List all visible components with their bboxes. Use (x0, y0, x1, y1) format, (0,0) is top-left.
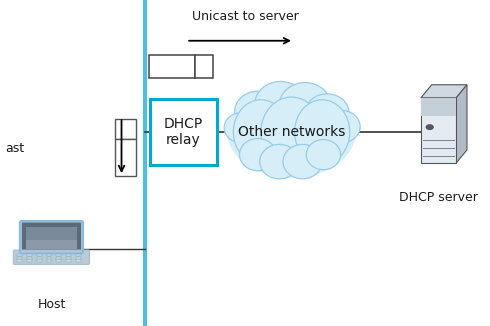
Bar (17, 259, 22, 262)
Bar (37, 257, 42, 259)
Bar (149, 55, 196, 78)
Bar (47, 257, 51, 259)
Text: Other networks: Other networks (238, 125, 345, 139)
Bar (47, 259, 51, 262)
Polygon shape (421, 85, 467, 98)
Bar (115, 139, 136, 176)
Bar (421, 98, 456, 163)
Bar (56, 257, 61, 259)
Bar (26, 227, 77, 249)
Ellipse shape (224, 113, 259, 143)
Ellipse shape (323, 111, 360, 143)
Text: Unicast to server: Unicast to server (192, 10, 298, 23)
Ellipse shape (255, 82, 306, 127)
Bar (17, 257, 22, 259)
Text: DHCP
relay: DHCP relay (164, 117, 203, 147)
Bar (150, 99, 217, 165)
Ellipse shape (306, 140, 341, 170)
FancyBboxPatch shape (22, 222, 81, 252)
Ellipse shape (279, 82, 331, 128)
Bar (47, 254, 51, 256)
Bar (66, 254, 71, 256)
Bar (56, 254, 61, 256)
Ellipse shape (305, 94, 349, 133)
Text: DHCP server: DHCP server (399, 191, 478, 204)
Bar (76, 254, 81, 256)
Ellipse shape (283, 144, 322, 179)
Ellipse shape (235, 91, 281, 132)
Ellipse shape (261, 97, 322, 167)
Bar (66, 257, 71, 259)
Bar (76, 259, 81, 262)
Ellipse shape (240, 139, 276, 171)
Ellipse shape (294, 100, 350, 164)
Bar (421, 98, 456, 116)
Text: ast: ast (5, 142, 24, 155)
Bar (37, 259, 42, 262)
Bar (27, 259, 32, 262)
FancyBboxPatch shape (13, 250, 90, 264)
Bar (76, 257, 81, 259)
Bar (37, 254, 42, 256)
Bar (27, 257, 32, 259)
Circle shape (426, 125, 433, 129)
Text: Host: Host (37, 298, 66, 311)
Bar (26, 240, 77, 249)
Bar (56, 259, 61, 262)
Ellipse shape (260, 144, 299, 179)
Ellipse shape (233, 100, 289, 164)
Ellipse shape (227, 86, 356, 178)
Bar (27, 254, 32, 256)
Bar (115, 119, 136, 139)
Bar (17, 254, 22, 256)
Bar (196, 55, 213, 78)
Bar (66, 259, 71, 262)
Polygon shape (456, 85, 467, 163)
